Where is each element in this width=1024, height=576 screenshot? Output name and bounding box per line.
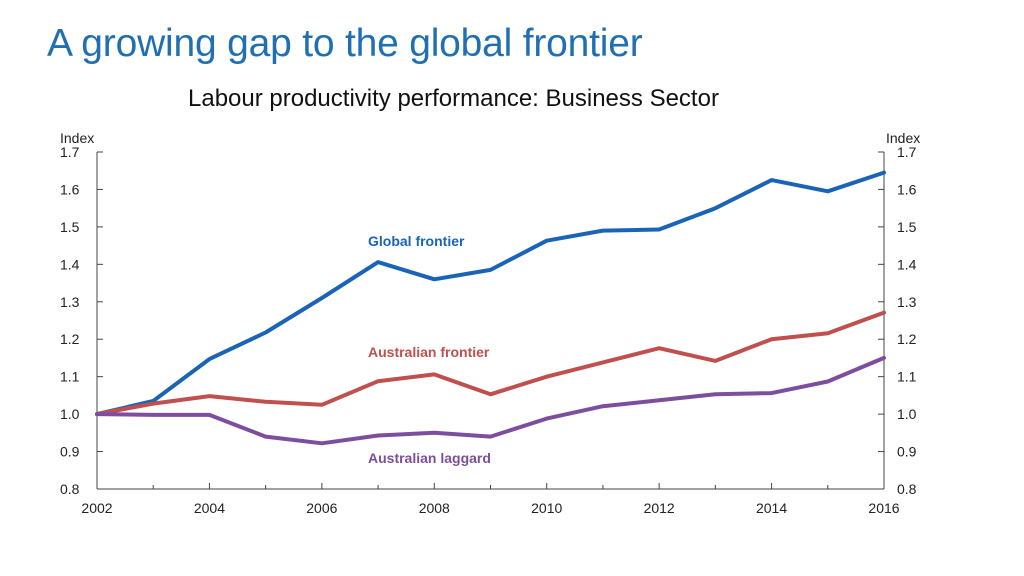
x-tick-label: 2004: [194, 500, 225, 516]
y-tick-label-right: 1.6: [897, 181, 917, 197]
x-tick-label: 2002: [81, 500, 112, 516]
y-tick-label-right: 1.3: [897, 294, 917, 310]
x-tick-label: 2014: [756, 500, 787, 516]
series-label-australian-laggard: Australian laggard: [368, 450, 491, 466]
y-tick-label-right: 0.9: [897, 444, 917, 460]
series-line-australian-frontier: [95, 310, 886, 417]
series-lines: [95, 170, 886, 446]
series-line-australian-laggard: [95, 355, 886, 446]
y-tick-label-left: 1.2: [60, 331, 80, 347]
y-tick-label-right: 1.0: [897, 406, 917, 422]
x-tick-label: 2010: [531, 500, 562, 516]
x-tick-label: 2012: [644, 500, 675, 516]
y-tick-label-right: 1.5: [897, 219, 917, 235]
y-axis-title-right: Index: [886, 130, 920, 146]
x-tick-label: 2016: [868, 500, 899, 516]
series-label-global-frontier: Global frontier: [368, 233, 465, 249]
y-tick-label-left: 1.0: [60, 406, 80, 422]
y-tick-label-left: 1.7: [60, 144, 80, 160]
y-tick-label-left: 1.3: [60, 294, 80, 310]
y-tick-label-left: 1.1: [60, 369, 80, 385]
series-line-global-frontier: [95, 170, 886, 417]
x-tick-label: 2008: [419, 500, 450, 516]
chart-title: Labour productivity performance: Busines…: [188, 85, 719, 112]
y-tick-label-right: 1.2: [897, 331, 917, 347]
series-label-australian-frontier: Australian frontier: [368, 344, 490, 360]
y-tick-label-left: 1.4: [60, 256, 80, 272]
y-tick-label-left: 1.5: [60, 219, 80, 235]
y-tick-label-right: 1.7: [897, 144, 917, 160]
y-tick-label-right: 1.4: [897, 256, 917, 272]
series-labels: Global frontier Australian frontier Austra…: [368, 233, 491, 466]
y-tick-label-left: 1.6: [60, 181, 80, 197]
y-tick-label-left: 0.8: [60, 481, 80, 497]
y-tick-label-left: 0.9: [60, 444, 80, 460]
y-axis-title-left: Index: [60, 130, 94, 146]
x-tick-label: 2006: [306, 500, 337, 516]
slide-title: A growing gap to the global frontier: [47, 22, 643, 65]
y-tick-label-right: 1.1: [897, 369, 917, 385]
y-tick-label-right: 0.8: [897, 481, 917, 497]
